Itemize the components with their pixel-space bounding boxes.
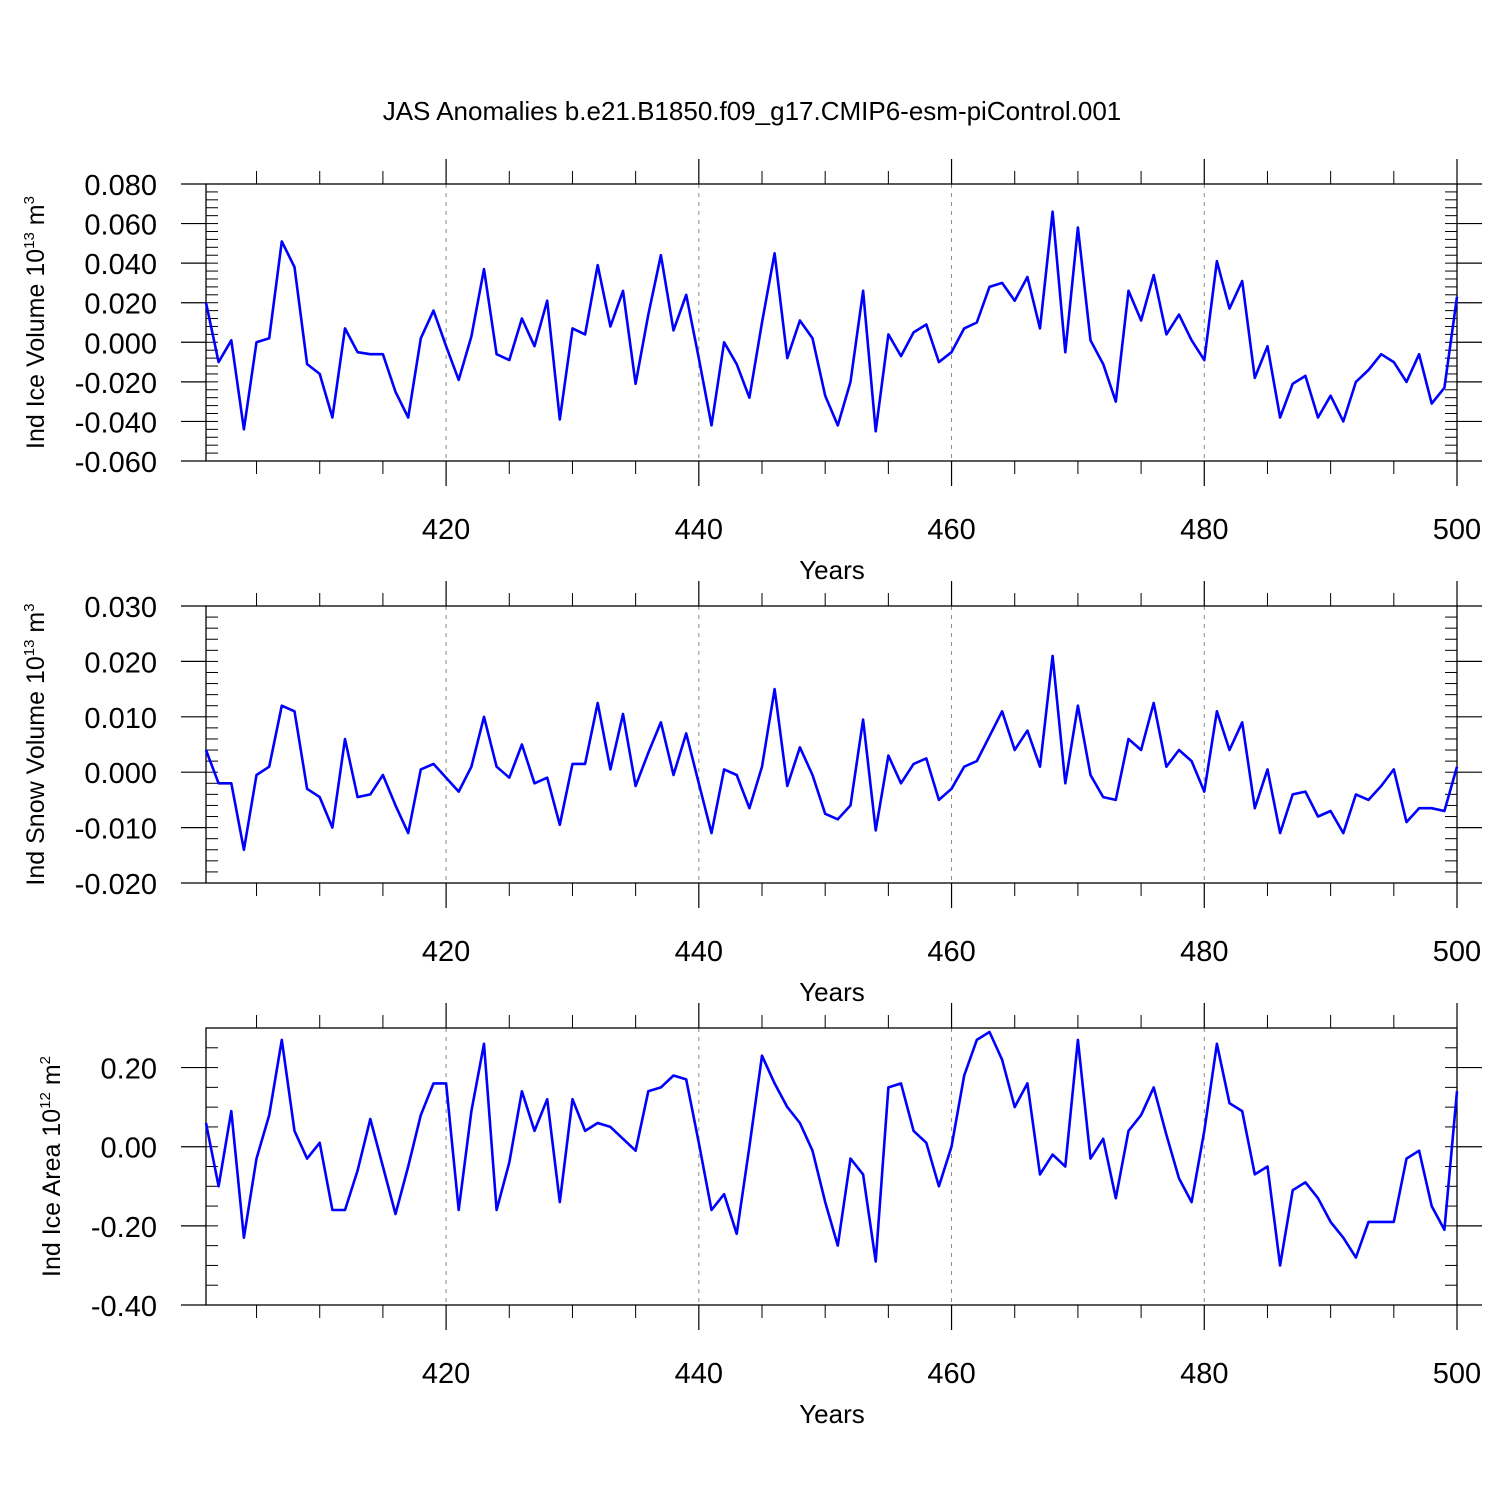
plot-frame [205,605,1458,884]
y-axis-label-main: Ind Ice Area 10 [38,1109,66,1277]
x-tick-label: 480 [1180,1358,1228,1390]
y-tick-label: 0.060 [84,210,157,242]
y-axis-label-unit: m [22,612,50,640]
y-tick-label: 0.020 [84,289,157,321]
y-axis-label: Ind Snow Volume 1013 m3 [21,603,50,885]
x-tick-label: 420 [422,936,470,968]
series-line [204,1030,1459,1267]
y-tick-label: -0.060 [75,447,157,479]
x-tick-label: 480 [1180,936,1228,968]
chart-panel-snow-volume: -0.020 -0.010 0.000 0.010 0.020 0.030 420 440 46… [21,581,1482,1007]
y-axis-label-exponent: 13 [21,640,38,657]
y-tick-label: 0.000 [84,758,157,790]
x-tick-label: 440 [675,936,723,968]
y-axis-label: Ind Ice Volume 1013 m3 [21,196,50,449]
y-tick-label: -0.20 [91,1212,157,1244]
y-axis-label-unit-exponent: 3 [21,196,38,204]
x-tick-label: 460 [927,936,975,968]
y-axis-label-exponent: 13 [21,232,38,249]
x-axis-label: Years [799,1399,865,1429]
y-axis-label-exponent: 12 [37,1092,54,1109]
y-tick-label: 0.000 [84,328,157,360]
plot-frame [205,183,1458,462]
x-tick-label: 460 [927,514,975,546]
y-tick-label: 0.030 [84,592,157,624]
figure-title: JAS Anomalies b.e21.B1850.f09_g17.CMIP6-… [383,96,1122,126]
y-tick-label: -0.010 [75,814,157,846]
y-axis-label-main: Ind Ice Volume 10 [22,249,50,449]
y-axis-label-unit-exponent: 2 [37,1056,54,1064]
y-tick-label: -0.40 [91,1291,157,1323]
x-tick-label: 500 [1433,936,1481,968]
y-tick-label: 0.080 [84,170,157,202]
y-axis-label-unit-exponent: 3 [21,603,38,611]
y-axis-label-main: Ind Snow Volume 10 [22,656,50,885]
x-axis-label: Years [799,977,865,1007]
series-line [204,654,1459,852]
y-axis-label-unit: m [22,204,50,232]
x-tick-label: 480 [1180,514,1228,546]
y-axis-label: Ind Ice Area 1012 m2 [37,1056,66,1277]
y-tick-label: 0.010 [84,703,157,735]
y-tick-label: -0.020 [75,869,157,901]
x-tick-label: 420 [422,1358,470,1390]
y-tick-label: 0.040 [84,249,157,281]
series-line [204,210,1459,433]
plot-frame [205,1027,1458,1306]
y-tick-label: 0.020 [84,647,157,679]
x-tick-label: 500 [1433,1358,1481,1390]
y-tick-label: 0.20 [101,1054,157,1086]
x-axis-label: Years [799,555,865,585]
x-tick-label: 440 [675,514,723,546]
y-tick-label: -0.040 [75,407,157,439]
chart-panel-ice-area: -0.40 -0.20 0.00 0.20 420 440 460 480 500 Years In… [37,1003,1482,1429]
y-tick-label: 0.00 [101,1133,157,1165]
x-tick-label: 420 [422,514,470,546]
y-axis-label-unit: m [38,1064,66,1092]
x-tick-label: 440 [675,1358,723,1390]
x-tick-label: 460 [927,1358,975,1390]
chart-panel-ice-volume: -0.060 -0.040 -0.020 0.000 0.020 0.040 0.060 0.… [21,159,1482,585]
x-tick-label: 500 [1433,514,1481,546]
y-tick-label: -0.020 [75,368,157,400]
